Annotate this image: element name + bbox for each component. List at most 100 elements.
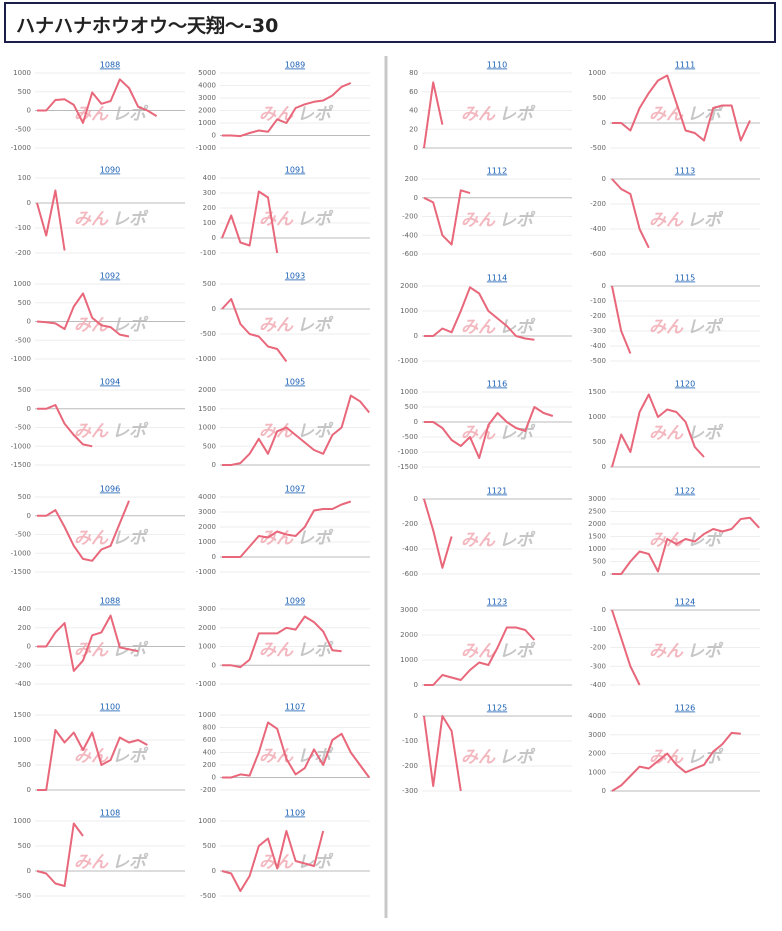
y-tick-label: 5000 — [198, 69, 216, 77]
watermark: レポ — [499, 642, 536, 662]
chart-title[interactable]: 1121 — [487, 487, 507, 496]
chart-title[interactable]: 1108 — [100, 809, 120, 818]
y-tick-label: -300 — [402, 787, 418, 795]
chart-title[interactable]: 1120 — [675, 380, 695, 389]
watermark: みん — [649, 105, 684, 125]
header: ハナハナホウオウ～天翔～-30 — [4, 2, 776, 43]
y-tick-label: -100 — [200, 249, 216, 257]
watermark: みん — [74, 641, 109, 661]
watermark: みん — [649, 211, 684, 231]
chart-title[interactable]: 1122 — [675, 487, 695, 496]
y-tick-label: 4000 — [588, 712, 606, 720]
y-tick-label: 1000 — [13, 280, 31, 288]
chart-title[interactable]: 1126 — [675, 704, 695, 713]
watermark: みん — [259, 747, 294, 767]
chart-title[interactable]: 1123 — [487, 598, 507, 607]
chart-title[interactable]: 1113 — [675, 167, 695, 176]
y-tick-label: 3000 — [588, 731, 606, 739]
data-line — [423, 715, 462, 792]
y-tick-label: 1500 — [198, 405, 216, 413]
y-tick-label: 0 — [27, 318, 31, 326]
watermark: レポ — [297, 641, 334, 661]
y-tick-label: 0 — [602, 463, 606, 471]
y-tick-label: 40 — [409, 107, 418, 115]
y-tick-label: -1500 — [11, 461, 31, 469]
watermark: レポ — [297, 105, 334, 125]
chart-title[interactable]: 1125 — [487, 704, 507, 713]
watermark: レポ — [499, 318, 536, 338]
y-tick-label: 800 — [203, 724, 216, 732]
chart-title[interactable]: 1092 — [100, 272, 120, 281]
watermark: みん — [461, 105, 496, 125]
y-tick-label: 3000 — [198, 508, 216, 516]
chart-title[interactable]: 1111 — [675, 61, 695, 70]
watermark: みん — [461, 318, 496, 338]
y-tick-label: 1500 — [588, 388, 606, 396]
chart-title[interactable]: 1110 — [487, 61, 507, 70]
chart-title[interactable]: 1112 — [487, 167, 507, 176]
y-tick-label: 1000 — [198, 817, 216, 825]
y-tick-label: 200 — [203, 761, 216, 769]
chart-title[interactable]: 1096 — [100, 485, 120, 494]
chart-title[interactable]: 1091 — [285, 166, 305, 175]
chart-title[interactable]: 1115 — [675, 274, 695, 283]
watermark: レポ — [297, 316, 334, 336]
y-tick-label: -500 — [15, 125, 31, 133]
y-tick-label: 300 — [203, 189, 216, 197]
chart-title[interactable]: 1116 — [487, 380, 507, 389]
data-line — [423, 498, 453, 569]
y-tick-label: -400 — [402, 545, 418, 553]
watermark: みん — [259, 210, 294, 230]
chart-title[interactable]: 1114 — [487, 274, 507, 283]
data-line — [611, 609, 641, 686]
y-tick-label: 2500 — [588, 508, 606, 516]
chart-title[interactable]: 1088 — [100, 61, 120, 70]
data-line — [611, 285, 632, 354]
data-line — [36, 822, 84, 887]
y-tick-label: 80 — [409, 69, 418, 77]
watermark: レポ — [112, 422, 149, 442]
y-tick-label: 0 — [212, 234, 216, 242]
y-tick-label: 0 — [212, 774, 216, 782]
y-tick-label: 0 — [27, 512, 31, 520]
y-tick-label: 400 — [203, 749, 216, 757]
watermark: レポ — [499, 748, 536, 768]
chart-title[interactable]: 1099 — [285, 597, 305, 606]
chart-title[interactable]: 1095 — [285, 378, 305, 387]
chart-title[interactable]: 1107 — [285, 703, 305, 712]
chart-title[interactable]: 1090 — [100, 166, 120, 175]
watermark: レポ — [687, 318, 724, 338]
y-tick-label: 1500 — [13, 711, 31, 719]
y-tick-label: 600 — [203, 736, 216, 744]
chart-title[interactable]: 1097 — [285, 485, 305, 494]
y-tick-label: 1000 — [588, 413, 606, 421]
y-tick-label: 0 — [414, 194, 418, 202]
y-tick-label: 1000 — [198, 643, 216, 651]
y-tick-label: 0 — [27, 643, 31, 651]
data-line — [611, 178, 650, 249]
chart-title[interactable]: 1109 — [285, 809, 305, 818]
chart-title[interactable]: 1124 — [675, 598, 695, 607]
chart-title[interactable]: 1093 — [285, 272, 305, 281]
y-tick-label: 0 — [212, 553, 216, 561]
watermark: レポ — [297, 529, 334, 549]
data-line — [37, 78, 158, 124]
y-tick-label: -500 — [590, 357, 606, 365]
chart-title[interactable]: 1089 — [285, 61, 305, 70]
y-tick-label: 0 — [27, 199, 31, 207]
chart-title[interactable]: 1100 — [100, 703, 120, 712]
y-tick-label: 1000 — [13, 736, 31, 744]
y-tick-label: 500 — [593, 94, 606, 102]
chart-title[interactable]: 1088 — [100, 597, 120, 606]
y-tick-label: 0 — [602, 570, 606, 578]
y-tick-label: -500 — [402, 433, 418, 441]
y-tick-label: 0 — [414, 495, 418, 503]
y-tick-label: 200 — [18, 624, 31, 632]
y-tick-label: 500 — [18, 88, 31, 96]
y-tick-label: 500 — [405, 403, 418, 411]
y-tick-label: -1000 — [11, 549, 31, 557]
watermark: みん — [74, 529, 109, 549]
watermark: みん — [649, 642, 684, 662]
chart-title[interactable]: 1094 — [100, 378, 120, 387]
